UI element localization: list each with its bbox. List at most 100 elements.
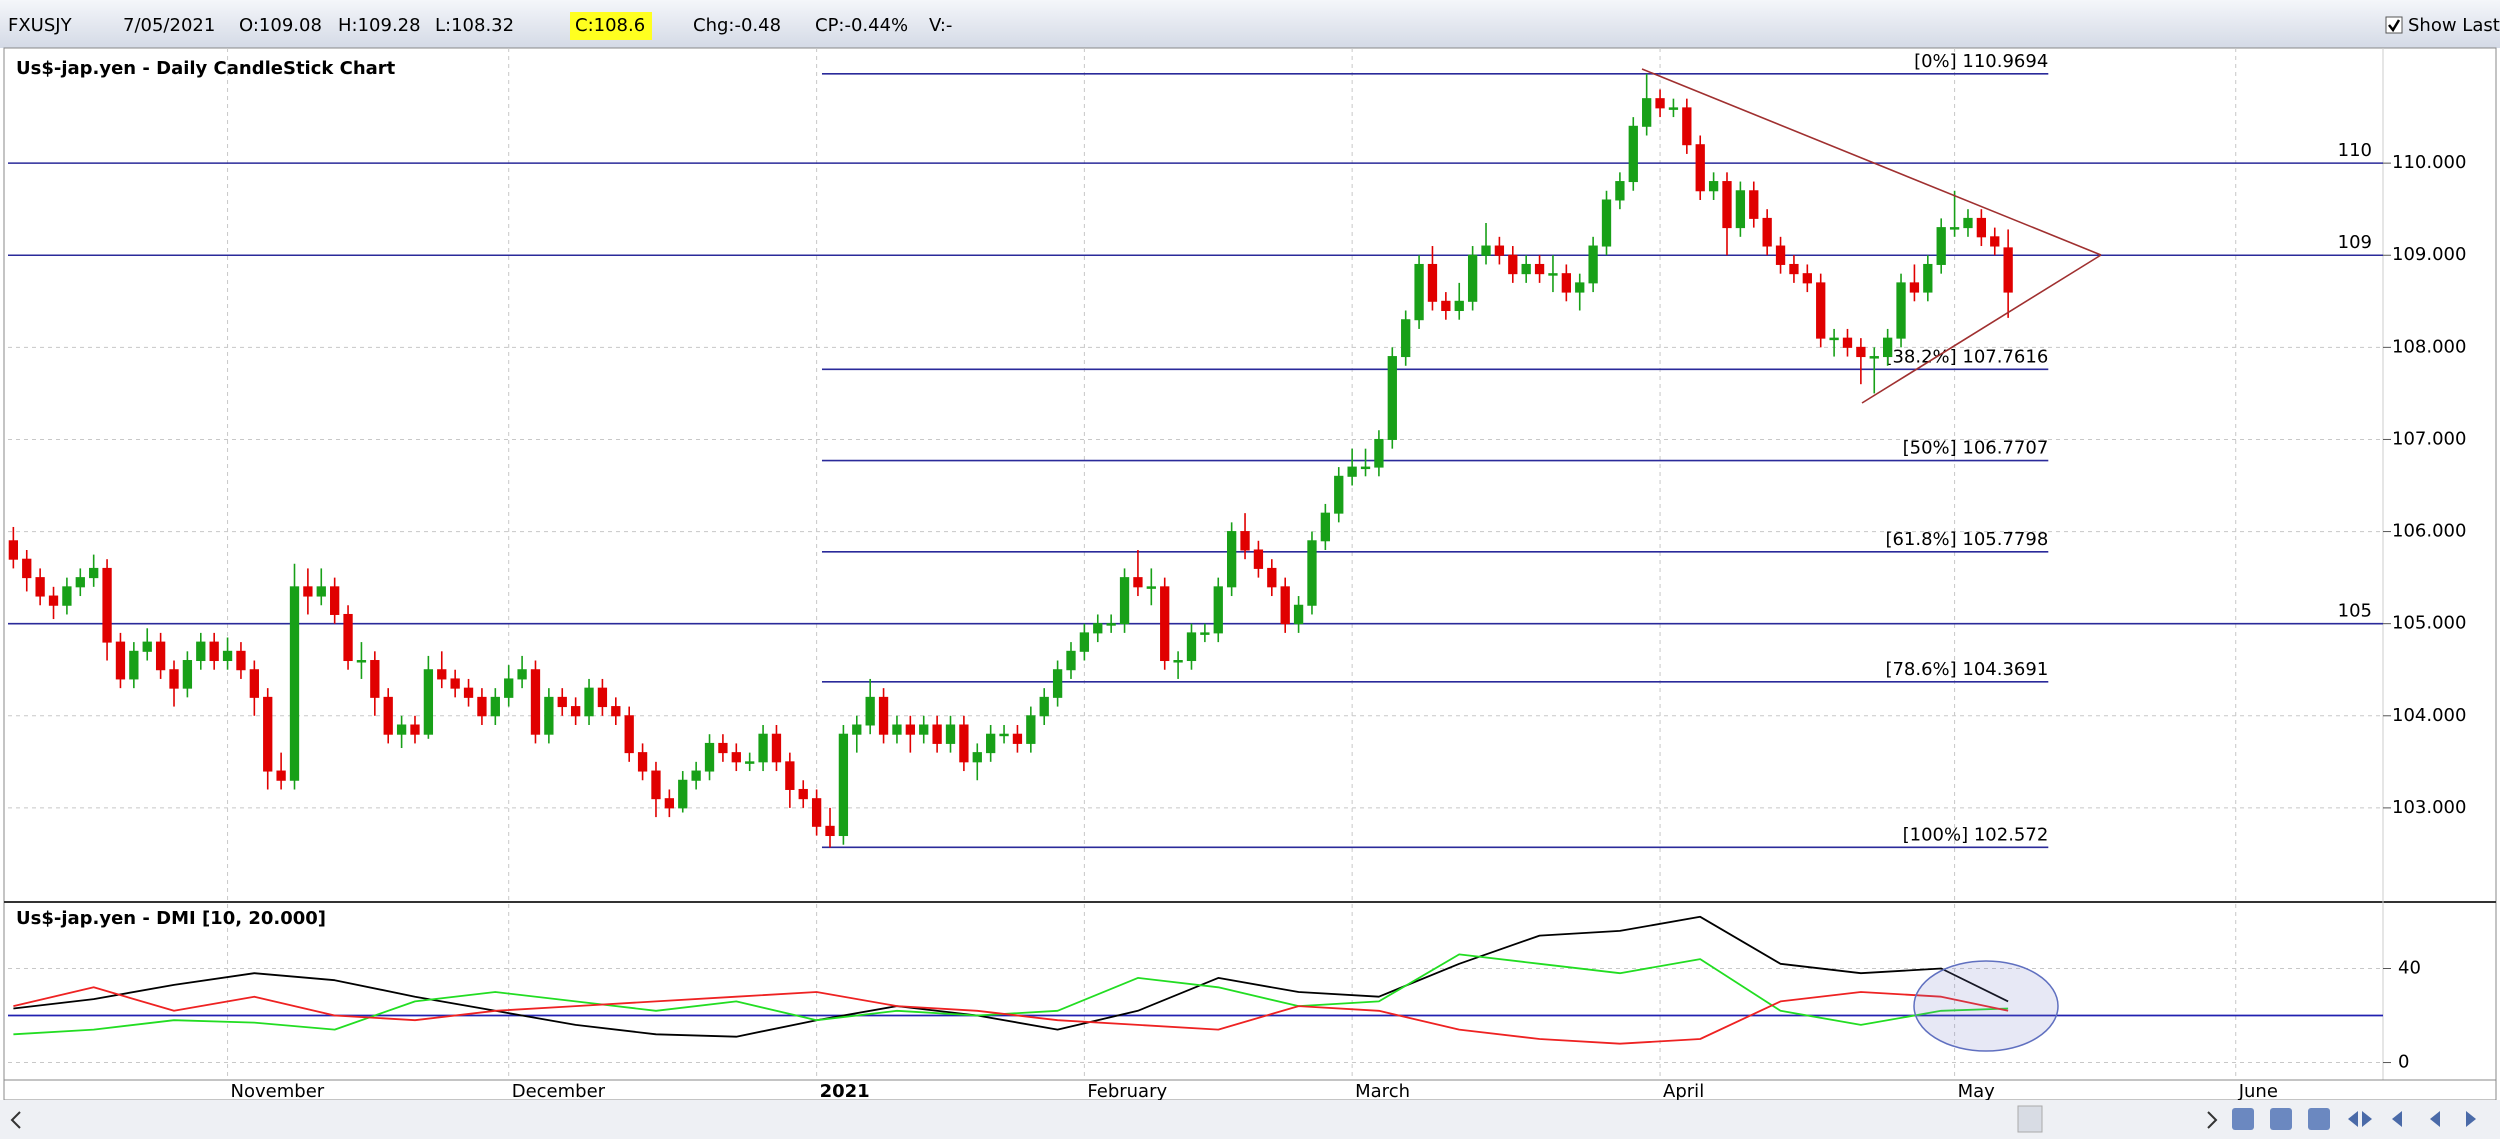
candle-body <box>1896 282 1906 339</box>
candle-body <box>1521 263 1531 275</box>
candle-body <box>129 650 139 680</box>
candle-body <box>905 724 915 735</box>
zoom-out-button[interactable] <box>2270 1108 2292 1130</box>
candle-body <box>1829 337 1839 341</box>
candle-body <box>1467 254 1478 302</box>
candle-body <box>504 678 514 698</box>
candle-body <box>1414 263 1424 321</box>
candle-body <box>584 687 594 717</box>
candle-body <box>1749 190 1759 219</box>
candle-body <box>1481 245 1491 256</box>
candle-body <box>1093 623 1103 634</box>
candle-body <box>678 779 688 809</box>
candle-body <box>1722 181 1732 229</box>
candle-body <box>1708 181 1719 192</box>
candle-body <box>1575 282 1585 293</box>
candle-body <box>704 742 715 772</box>
candle-body <box>1936 227 1946 265</box>
nav-first[interactable] <box>2392 1111 2402 1127</box>
y-tick-label: 0 <box>2398 1052 2409 1073</box>
x-tick-label: April <box>1663 1081 1704 1102</box>
candle-body <box>1360 466 1371 470</box>
candle-body <box>22 558 32 579</box>
candle-body <box>1334 475 1344 514</box>
open: O:109.08 <box>239 15 322 36</box>
candle-body <box>1735 190 1746 229</box>
x-tick-label: February <box>1087 1081 1167 1102</box>
y-tick-label: 40 <box>2398 957 2421 978</box>
candle-body <box>463 687 474 698</box>
scroll-thumb[interactable] <box>2017 1105 2043 1133</box>
candle-body <box>999 733 1009 737</box>
fib-label: [50%] 106.7707 <box>1903 438 2049 459</box>
candle-body <box>1454 300 1464 312</box>
candle-body <box>1802 273 1812 284</box>
price-chart-title: Us$-jap.yen - Daily CandleStick Chart <box>16 58 396 79</box>
candle-body <box>892 724 902 735</box>
candle-body <box>316 586 326 597</box>
candle-body <box>1601 199 1612 247</box>
candle-body <box>1909 282 1920 293</box>
nav-next[interactable] <box>2362 1111 2372 1127</box>
candle-body <box>236 650 246 671</box>
candle-body <box>396 724 407 735</box>
step-forward[interactable] <box>2466 1111 2476 1127</box>
candle-body <box>1508 254 1518 275</box>
candle-body <box>222 650 233 662</box>
candle-body <box>597 687 608 708</box>
candle-body <box>731 752 741 763</box>
candle-body <box>196 641 206 662</box>
candle-body <box>1026 715 1036 744</box>
step-back[interactable] <box>2430 1111 2440 1127</box>
symbol: FXUSJY <box>8 15 73 36</box>
show-last-label[interactable]: Show Last <box>2408 15 2500 36</box>
check-mark <box>2388 19 2401 33</box>
candle-body <box>249 669 259 698</box>
candle-body <box>1561 273 1571 293</box>
candle-body <box>1494 245 1505 256</box>
candle-body <box>2003 247 2013 293</box>
candle-body <box>972 752 982 763</box>
candle-body <box>811 798 822 827</box>
candle-body <box>664 798 675 809</box>
candle-body <box>276 770 286 781</box>
candle-body <box>62 586 72 606</box>
candle-body <box>477 696 487 717</box>
candle-body <box>1923 263 1933 293</box>
fib-label: [61.8%] 105.7798 <box>1885 529 2048 550</box>
nav-prev[interactable] <box>2348 1111 2358 1127</box>
candle-body <box>919 724 929 735</box>
candle-body <box>1534 263 1545 275</box>
level-label: 105 <box>2338 601 2372 622</box>
zoom-button[interactable] <box>2232 1108 2254 1130</box>
y-tick-label: 104.000 <box>2392 705 2466 726</box>
candle-body <box>1588 245 1598 284</box>
trend-line-upper <box>1641 68 2102 256</box>
candle-body <box>1280 586 1290 625</box>
scroll-left[interactable] <box>10 1111 21 1129</box>
change: Chg:-0.48 <box>693 15 781 36</box>
candle-body <box>718 742 728 754</box>
candle-body <box>1976 217 1987 238</box>
candle-body <box>1655 98 1665 109</box>
candle-body <box>1347 466 1357 477</box>
candle-body <box>330 586 340 615</box>
candle-body <box>1615 181 1625 201</box>
candle-body <box>959 724 969 763</box>
scroll-right[interactable] <box>2207 1111 2218 1129</box>
low: L:108.32 <box>435 15 514 36</box>
candle-body <box>1374 438 1384 468</box>
level-label: 109 <box>2338 232 2372 253</box>
candle-body <box>1240 531 1250 551</box>
scrollbar[interactable] <box>0 1100 2500 1139</box>
plot: 103.000 104.000 105.000 106.000 107.000 108.0… <box>8 48 2466 1102</box>
candle-body <box>1066 650 1076 671</box>
candle-body <box>651 770 661 800</box>
candle-body <box>878 696 889 735</box>
close: C:108.6 <box>575 15 645 36</box>
settings-button[interactable] <box>2308 1108 2330 1130</box>
candle-body <box>1267 567 1277 588</box>
x-tick-label: May <box>1958 1081 1996 1102</box>
candle-body <box>1173 660 1183 663</box>
x-tick-label: March <box>1355 1081 1410 1102</box>
